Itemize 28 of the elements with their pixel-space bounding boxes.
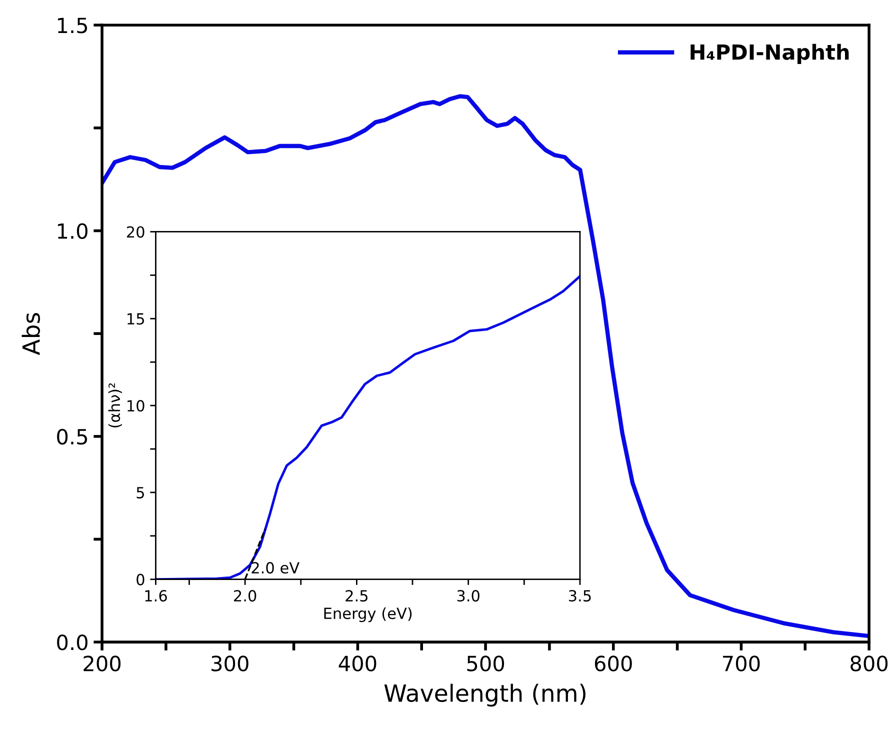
legend-label: H₄PDI-Naphth [690,44,849,64]
x-tick-label: 300 [212,656,248,672]
x-tick-label: 1.6 [145,590,167,602]
x-axis-title: Wavelength (nm) [384,684,586,707]
y-axis-title: (αhν)² [108,383,122,428]
y-tick-label: 1.0 [58,223,88,239]
x-tick-label: 400 [338,656,376,672]
x-tick-label: 2.0 [234,590,256,602]
x-tick-label: 600 [594,656,632,672]
x-tick-label: 700 [723,656,760,672]
x-tick-label: 200 [84,656,121,672]
x-tick-label: 3.5 [568,590,591,602]
x-tick-label: 500 [467,656,504,672]
y-tick-label: 0.5 [57,428,88,445]
x-tick-label: 800 [850,656,888,672]
x-tick-label: 3.0 [457,590,480,602]
y-tick-label: 20 [126,226,144,238]
y-tick-label: 0 [136,574,144,586]
line-series [102,94,870,638]
y-tick-label: 10 [128,400,144,412]
y-tick-label: 1.5 [58,18,88,34]
y-tick-label: 15 [128,313,144,325]
annotation: 2.0 eV [252,562,300,574]
y-tick-label: 5 [136,487,144,498]
x-axis-title: Energy (eV) [324,607,412,622]
x-tick-label: 2.5 [346,590,368,602]
y-axis-title: Abs [22,313,40,356]
y-tick-label: 0.0 [57,634,88,650]
